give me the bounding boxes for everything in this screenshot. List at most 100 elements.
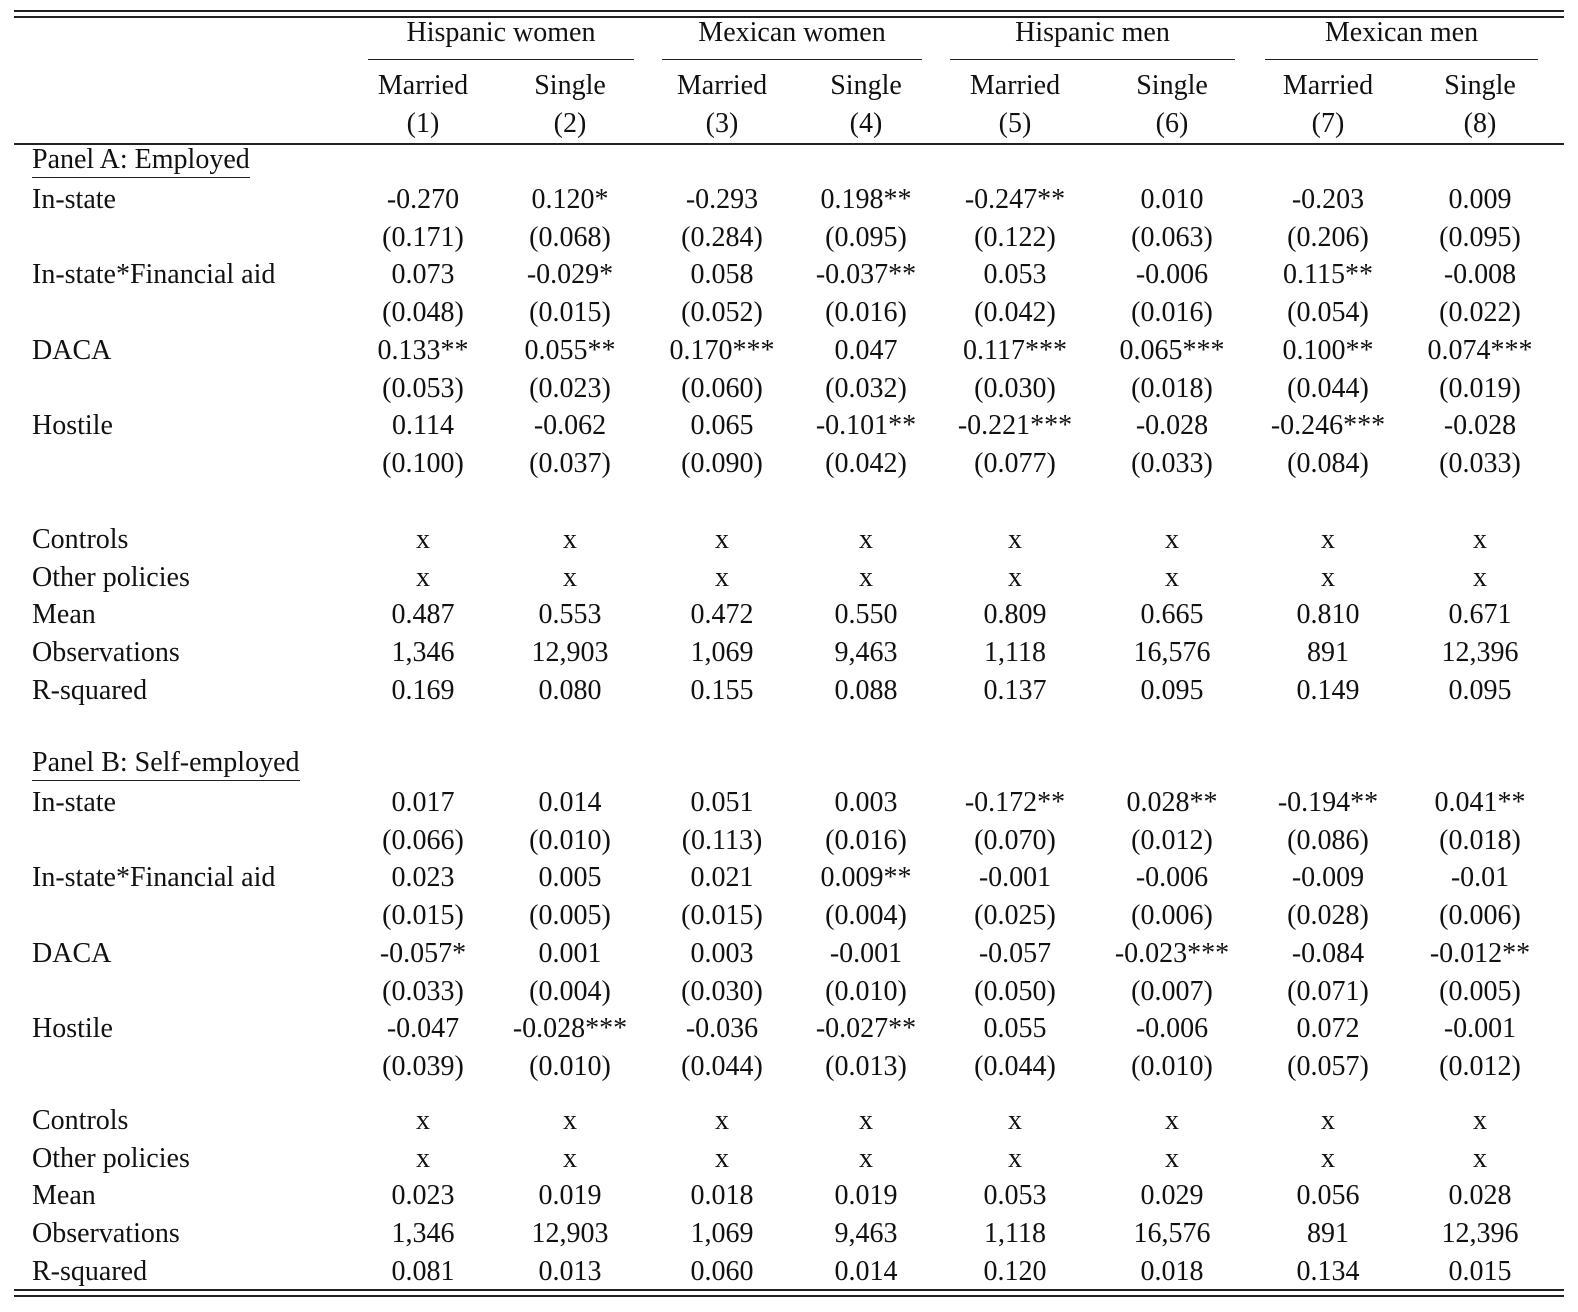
statistic: 0.056 (1296, 1180, 1360, 1212)
coefficient: -0.101** (815, 410, 917, 442)
row-label: R-squared (32, 674, 148, 706)
column-number: (5) (998, 108, 1032, 139)
coefficient: -0.028*** (512, 1013, 628, 1045)
coefficient: 0.055 (983, 1013, 1047, 1045)
standard-error: (0.063) (1131, 221, 1213, 253)
standard-error: (0.018) (1439, 824, 1521, 856)
row-label: Mean (32, 1180, 96, 1212)
standard-error: (0.206) (1287, 221, 1369, 253)
statistic: 16,576 (1133, 1218, 1211, 1249)
coefficient: -0.008 (1443, 259, 1517, 291)
statistic: 12,903 (531, 637, 609, 668)
statistic: x (715, 523, 729, 555)
statistic: 0.018 (690, 1180, 754, 1212)
coefficient: -0.084 (1291, 937, 1365, 969)
statistic: 0.023 (391, 1180, 455, 1212)
standard-error: (0.022) (1439, 297, 1521, 329)
coefficient: 0.198** (820, 184, 912, 215)
statistic: 0.028 (1448, 1180, 1512, 1212)
statistic: x (416, 561, 430, 593)
statistic: 0.080 (538, 674, 602, 706)
coefficient: -0.027** (815, 1013, 917, 1045)
statistic: 891 (1307, 1218, 1349, 1249)
standard-error: (0.090) (681, 447, 763, 479)
standard-error: (0.023) (529, 372, 611, 404)
coefficient: -0.062 (533, 410, 607, 442)
top-rule (14, 10, 1564, 12)
standard-error: (0.032) (825, 372, 907, 404)
standard-error: (0.070) (974, 824, 1056, 856)
coefficient: -0.221*** (957, 410, 1073, 442)
statistic: 12,396 (1441, 1218, 1519, 1249)
coefficient: 0.074*** (1427, 334, 1533, 366)
standard-error: (0.057) (1287, 1050, 1369, 1082)
row-label: Controls (32, 523, 129, 555)
coefficient: -0.057 (978, 937, 1052, 969)
standard-error: (0.113) (681, 824, 763, 856)
group-header: Mexican men (1324, 17, 1479, 48)
coefficient: -0.009 (1291, 862, 1365, 894)
coefficient: 0.120* (531, 184, 609, 215)
statistic: x (1473, 1104, 1487, 1136)
statistic: x (1008, 523, 1022, 555)
statistic: x (1165, 561, 1179, 593)
coefficient: -0.194** (1277, 787, 1379, 818)
coefficient: 0.014 (538, 787, 602, 818)
standard-error: (0.044) (681, 1050, 763, 1082)
column-subheader: Married (676, 70, 768, 101)
statistic: 0.134 (1296, 1255, 1360, 1287)
statistic: x (1165, 523, 1179, 555)
statistic: x (715, 1104, 729, 1136)
statistic: 0.809 (983, 599, 1047, 631)
column-subheader: Single (534, 70, 606, 101)
statistic: 1,069 (690, 1218, 754, 1249)
statistic: x (859, 1104, 873, 1136)
standard-error: (0.042) (825, 447, 907, 479)
column-number: (1) (406, 108, 440, 139)
column-subheader: Single (1136, 70, 1208, 101)
standard-error: (0.015) (529, 297, 611, 329)
statistic: x (563, 1104, 577, 1136)
column-number: (8) (1463, 108, 1497, 139)
standard-error: (0.048) (382, 297, 464, 329)
standard-error: (0.005) (529, 900, 611, 932)
row-label: In-state*Financial aid (32, 862, 276, 894)
standard-error: (0.095) (825, 221, 907, 253)
standard-error: (0.042) (974, 297, 1056, 329)
group-rule (368, 59, 634, 61)
coefficient: -0.036 (685, 1013, 759, 1045)
statistic: 0.553 (538, 599, 602, 631)
standard-error: (0.006) (1439, 900, 1521, 932)
column-subheader: Married (377, 70, 469, 101)
coefficient: 0.100** (1282, 334, 1374, 366)
standard-error: (0.016) (825, 297, 907, 329)
group-header: Mexican women (698, 17, 886, 48)
group-rule (662, 59, 922, 61)
statistic: 9,463 (834, 637, 898, 668)
coefficient: -0.247** (964, 184, 1066, 215)
coefficient: 0.115** (1283, 259, 1373, 291)
coefficient: 0.009** (820, 862, 912, 894)
coefficient: -0.270 (386, 184, 460, 215)
standard-error: (0.012) (1131, 824, 1213, 856)
column-number: (4) (849, 108, 883, 139)
statistic: 0.095 (1140, 674, 1204, 706)
standard-error: (0.010) (825, 975, 907, 1007)
statistic: 12,396 (1441, 637, 1519, 668)
standard-error: (0.004) (825, 900, 907, 932)
statistic: x (1008, 1104, 1022, 1136)
standard-error: (0.071) (1287, 975, 1369, 1007)
standard-error: (0.122) (974, 221, 1056, 253)
standard-error: (0.054) (1287, 297, 1369, 329)
standard-error: (0.084) (1287, 447, 1369, 479)
statistic: 0.060 (690, 1255, 754, 1287)
standard-error: (0.010) (529, 824, 611, 856)
statistic: 0.015 (1448, 1255, 1512, 1287)
statistic: x (1473, 523, 1487, 555)
statistic: x (1321, 1104, 1335, 1136)
statistic: 0.665 (1140, 599, 1204, 631)
statistic: x (715, 1142, 729, 1174)
standard-error: (0.013) (825, 1050, 907, 1082)
statistic: x (563, 523, 577, 555)
coefficient: -0.012** (1429, 937, 1531, 969)
